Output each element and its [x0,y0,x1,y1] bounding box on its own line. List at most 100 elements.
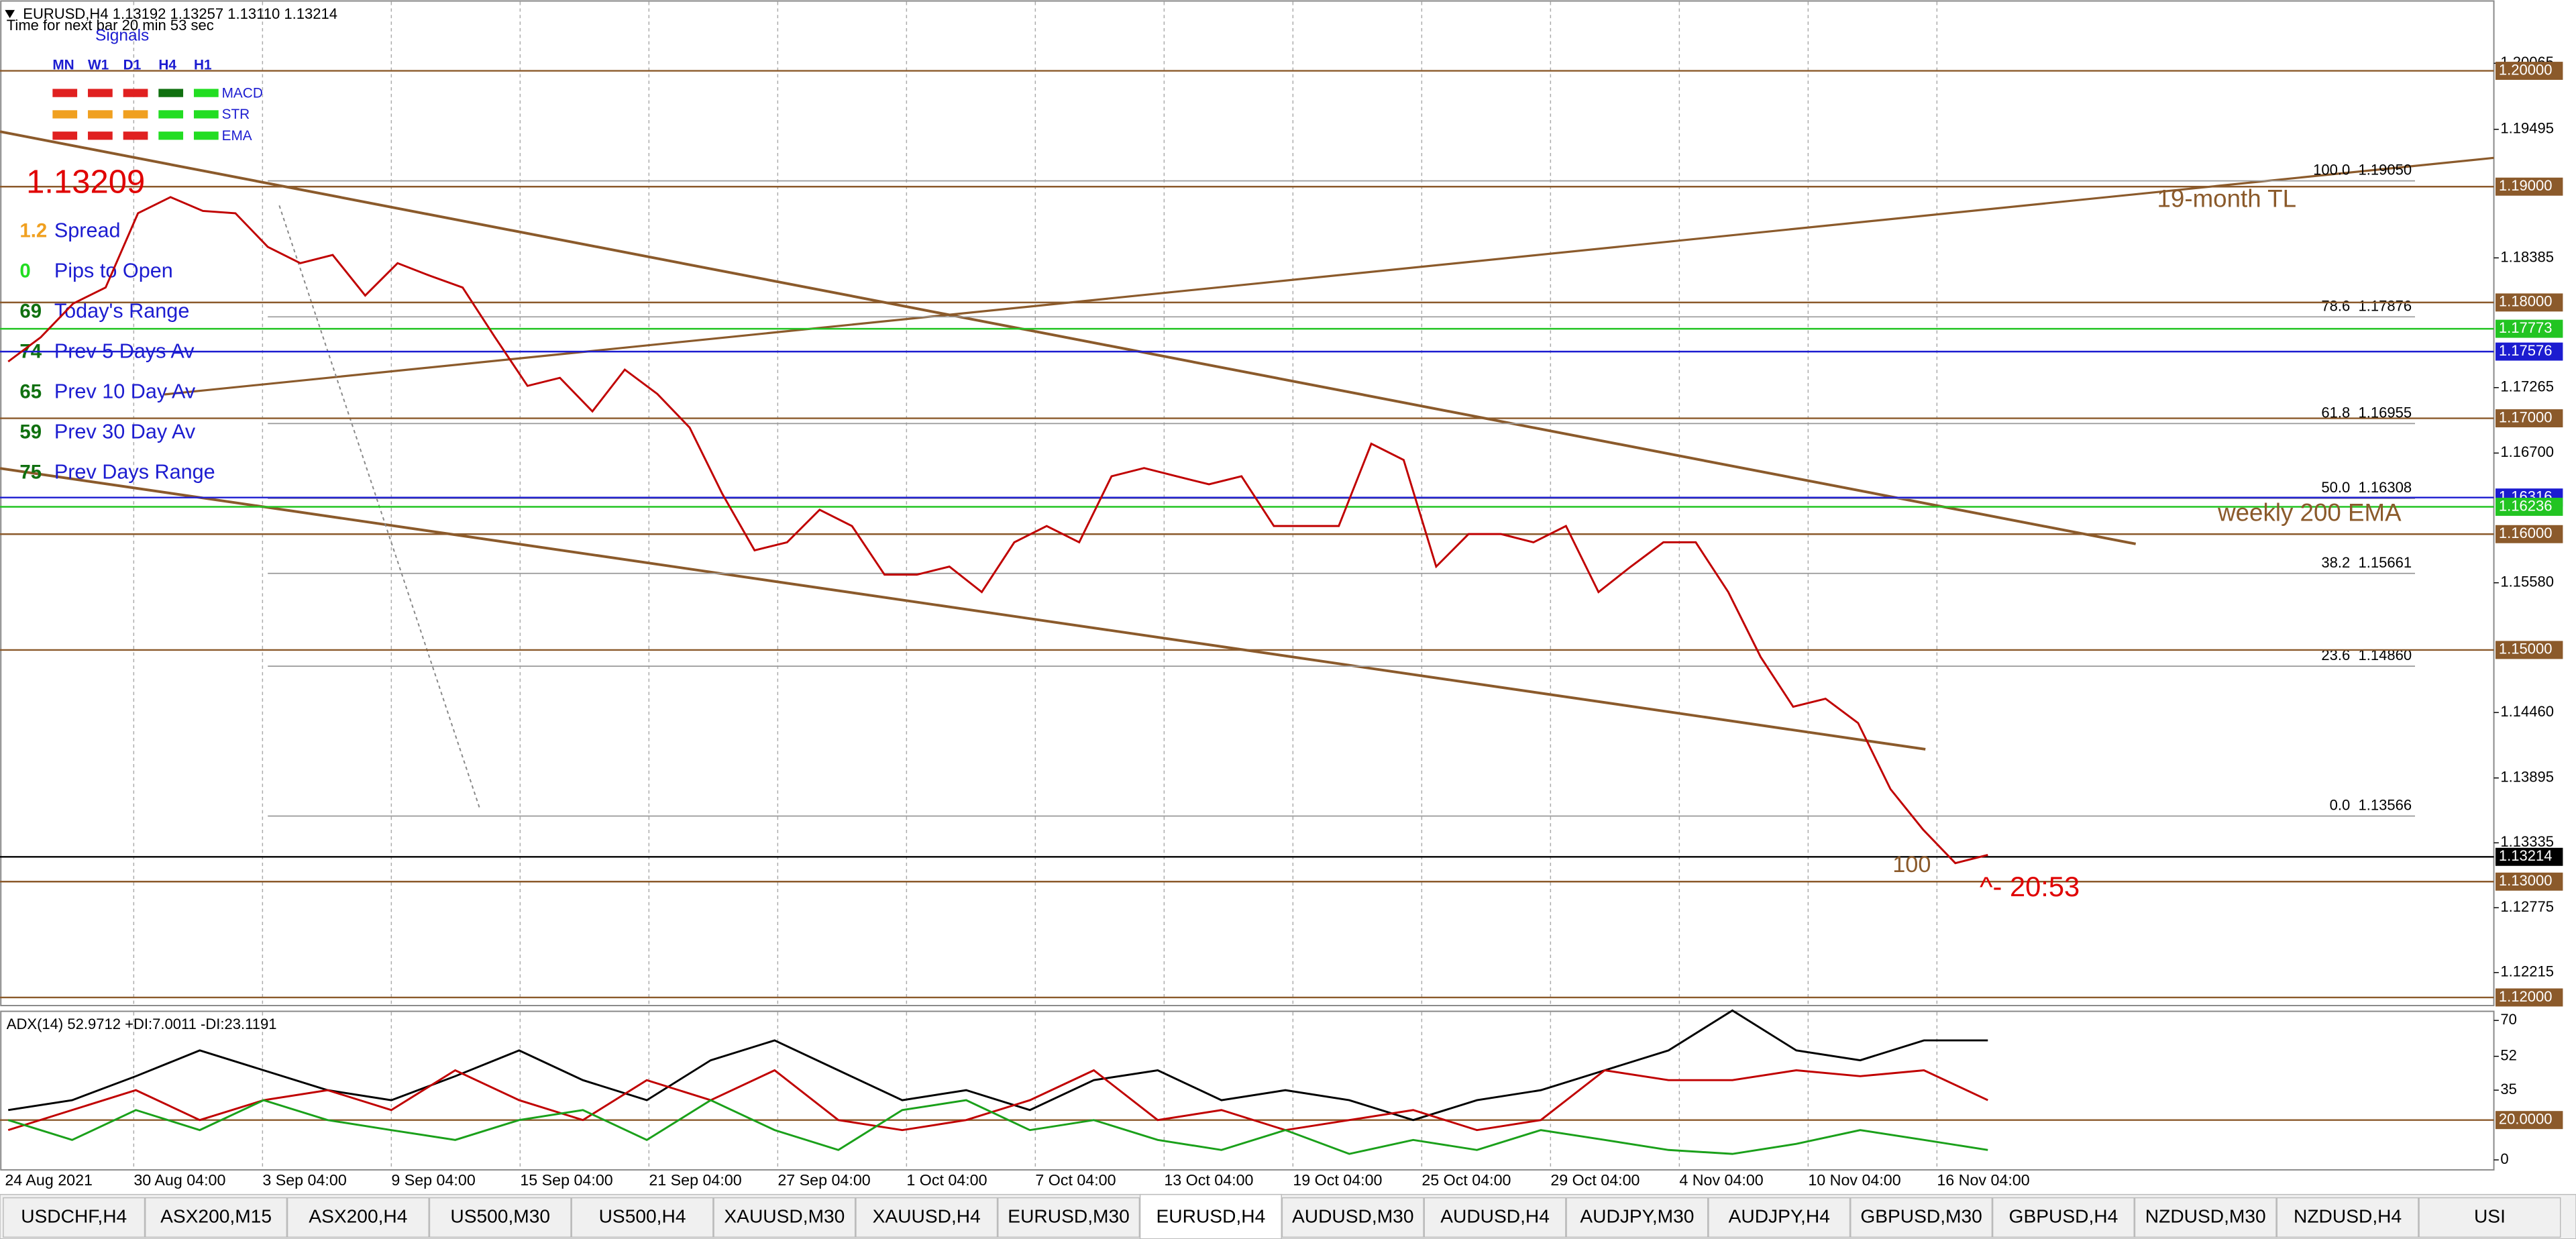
tab-label[interactable]: USDCHF,H4 [21,1205,127,1226]
price-box-label: 1.13000 [2499,872,2553,889]
price-box [2496,498,2563,516]
price-box [2496,525,2563,543]
signal-cell [193,89,219,97]
tab[interactable] [998,1197,1140,1238]
price-box [2496,177,2563,196]
tab-label[interactable]: AUDUSD,M30 [1292,1205,1414,1226]
signal-cell [158,89,184,97]
x-tick-label: 13 Oct 04:00 [1164,1171,1253,1189]
tab[interactable] [713,1197,856,1238]
tab-label[interactable]: GBPUSD,H4 [2009,1205,2118,1226]
signal-cell [88,131,113,140]
tab[interactable] [1424,1197,1566,1238]
tab-label[interactable]: ASX200,M15 [160,1205,272,1226]
price-box-label: 1.17773 [2499,319,2553,336]
tab[interactable] [2134,1197,2277,1238]
y-tick-label: 1.12775 [2500,898,2554,915]
tab-label[interactable]: ASX200,H4 [309,1205,407,1226]
stat-label: Today's Range [54,300,190,323]
trend-line [164,156,2494,396]
signal-cell [123,89,148,97]
tab-label[interactable]: AUDJPY,H4 [1729,1205,1830,1226]
tab[interactable] [145,1197,288,1238]
bar-timer: Time for next bar 20 min 53 sec [7,17,214,34]
timeframe-label: D1 [123,58,142,73]
tab[interactable] [571,1197,714,1238]
tab[interactable] [1566,1197,1709,1238]
y-tick-label: 1.18385 [2500,248,2554,265]
stat-value: 59 [19,421,42,443]
tab-label[interactable]: NZDUSD,M30 [2145,1205,2266,1226]
tab-label[interactable]: EURUSD,M30 [1008,1205,1130,1226]
menu-arrow[interactable] [5,9,15,19]
x-tick-label: 25 Oct 04:00 [1421,1171,1511,1189]
price-box [2496,409,2563,428]
y-tick-label: 52 [2500,1046,2517,1063]
signal-cell [193,110,219,119]
tab[interactable] [855,1197,998,1238]
tab-label[interactable]: XAUUSD,M30 [724,1205,845,1226]
tab[interactable] [2276,1197,2419,1238]
tab[interactable] [1708,1197,1851,1238]
ema-label: weekly 200 EMA [2217,498,2402,526]
price-box [2496,988,2563,1007]
price-box-label: 1.18000 [2499,293,2553,310]
tab[interactable] [3,1197,146,1238]
price-box [2496,641,2563,659]
tab[interactable] [286,1197,429,1238]
trend-line [0,467,1926,751]
trendline-label: 19-month TL [2157,185,2297,213]
x-tick-label: 29 Oct 04:00 [1550,1171,1640,1189]
time-grid [133,1,1938,1169]
tab[interactable] [1139,1193,1282,1239]
tab-label[interactable]: AUDUSD,H4 [1440,1205,1550,1226]
series-line [7,1099,1988,1155]
tab-label[interactable]: AUDJPY,M30 [1580,1205,1694,1226]
stat-value: 75 [19,461,42,483]
x-tick-label: 4 Nov 04:00 [1679,1171,1763,1189]
tab-label[interactable]: XAUUSD,H4 [873,1205,981,1226]
signal-cell [88,110,113,119]
y-tick-label: 1.19495 [2500,120,2554,137]
signal-cell [88,89,113,97]
fib-label: 50.0 1.16308 [2321,479,2412,496]
signal-cell [123,110,148,119]
price-box-label: 1.12000 [2499,988,2553,1005]
signal-cell [52,131,78,140]
x-tick-label: 24 Aug 2021 [5,1171,93,1189]
fib-label: 0.0 1.13566 [2330,797,2412,814]
tab[interactable] [2418,1197,2561,1238]
y-tick-label: 1.12215 [2500,963,2554,980]
tab[interactable] [1850,1197,1993,1238]
series-line [7,196,1988,865]
indicator-label: MACD [222,85,263,101]
price-box [2496,872,2563,891]
price-box-label: 1.17576 [2499,342,2553,359]
current-price: 1.13209 [26,164,145,200]
tab-label[interactable]: GBPUSD,M30 [1860,1205,1982,1226]
indicator-label: EMA [222,128,252,144]
count-label: 100 [1892,852,1931,877]
tab-label[interactable]: EURUSD,H4 [1157,1205,1266,1226]
tab-label[interactable]: US500,H4 [599,1205,686,1226]
y-tick-label: 1.13895 [2500,769,2554,786]
tab[interactable] [1281,1197,1424,1238]
countdown-label: ^- 20:53 [1980,871,2080,902]
price-box-label: 1.16000 [2499,525,2553,541]
level-box-label: 20.0000 [2499,1111,2553,1128]
tab-label[interactable]: NZDUSD,H4 [2294,1205,2402,1226]
fib-label: 78.6 1.17876 [2321,297,2412,314]
stat-value: 69 [19,300,42,322]
tab[interactable] [1992,1197,2135,1238]
tab-label[interactable]: USI [2474,1205,2506,1226]
x-tick-label: 16 Nov 04:00 [1937,1171,2029,1189]
tab[interactable] [429,1197,572,1238]
timeframe-label: H4 [158,58,176,73]
x-tick-label: 7 Oct 04:00 [1035,1171,1116,1189]
price-box [2496,62,2563,80]
x-tick-label: 19 Oct 04:00 [1293,1171,1382,1189]
tab-label[interactable]: US500,M30 [450,1205,550,1226]
x-tick-label: 27 Sep 04:00 [777,1171,870,1189]
